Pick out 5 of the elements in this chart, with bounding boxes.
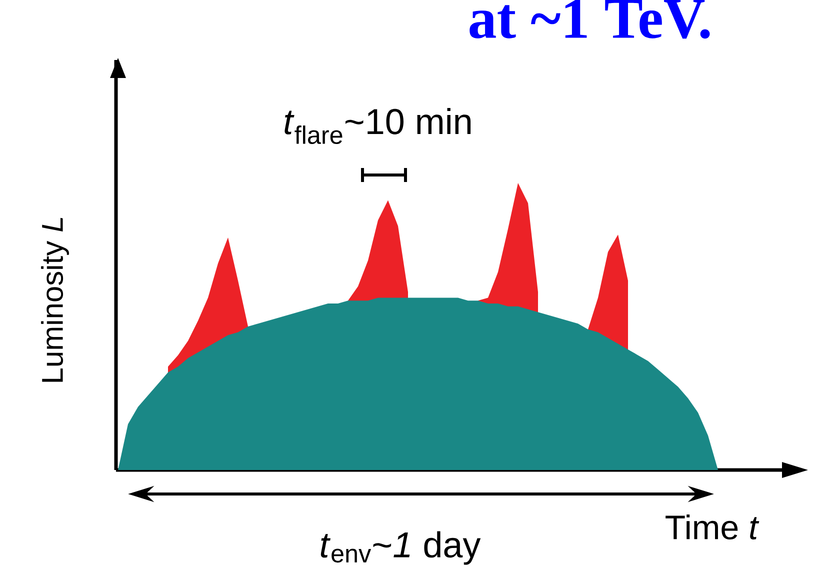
chart-title: at ~1 TeV. bbox=[470, 0, 710, 39]
text: t$_{flare}$~10 min bbox=[284, 108, 471, 144]
y-axis-title: Luminosity L bbox=[41, 218, 69, 382]
x-axis-title: Time t bbox=[666, 514, 760, 540]
text: t$_{env}$~1 day bbox=[320, 531, 481, 565]
